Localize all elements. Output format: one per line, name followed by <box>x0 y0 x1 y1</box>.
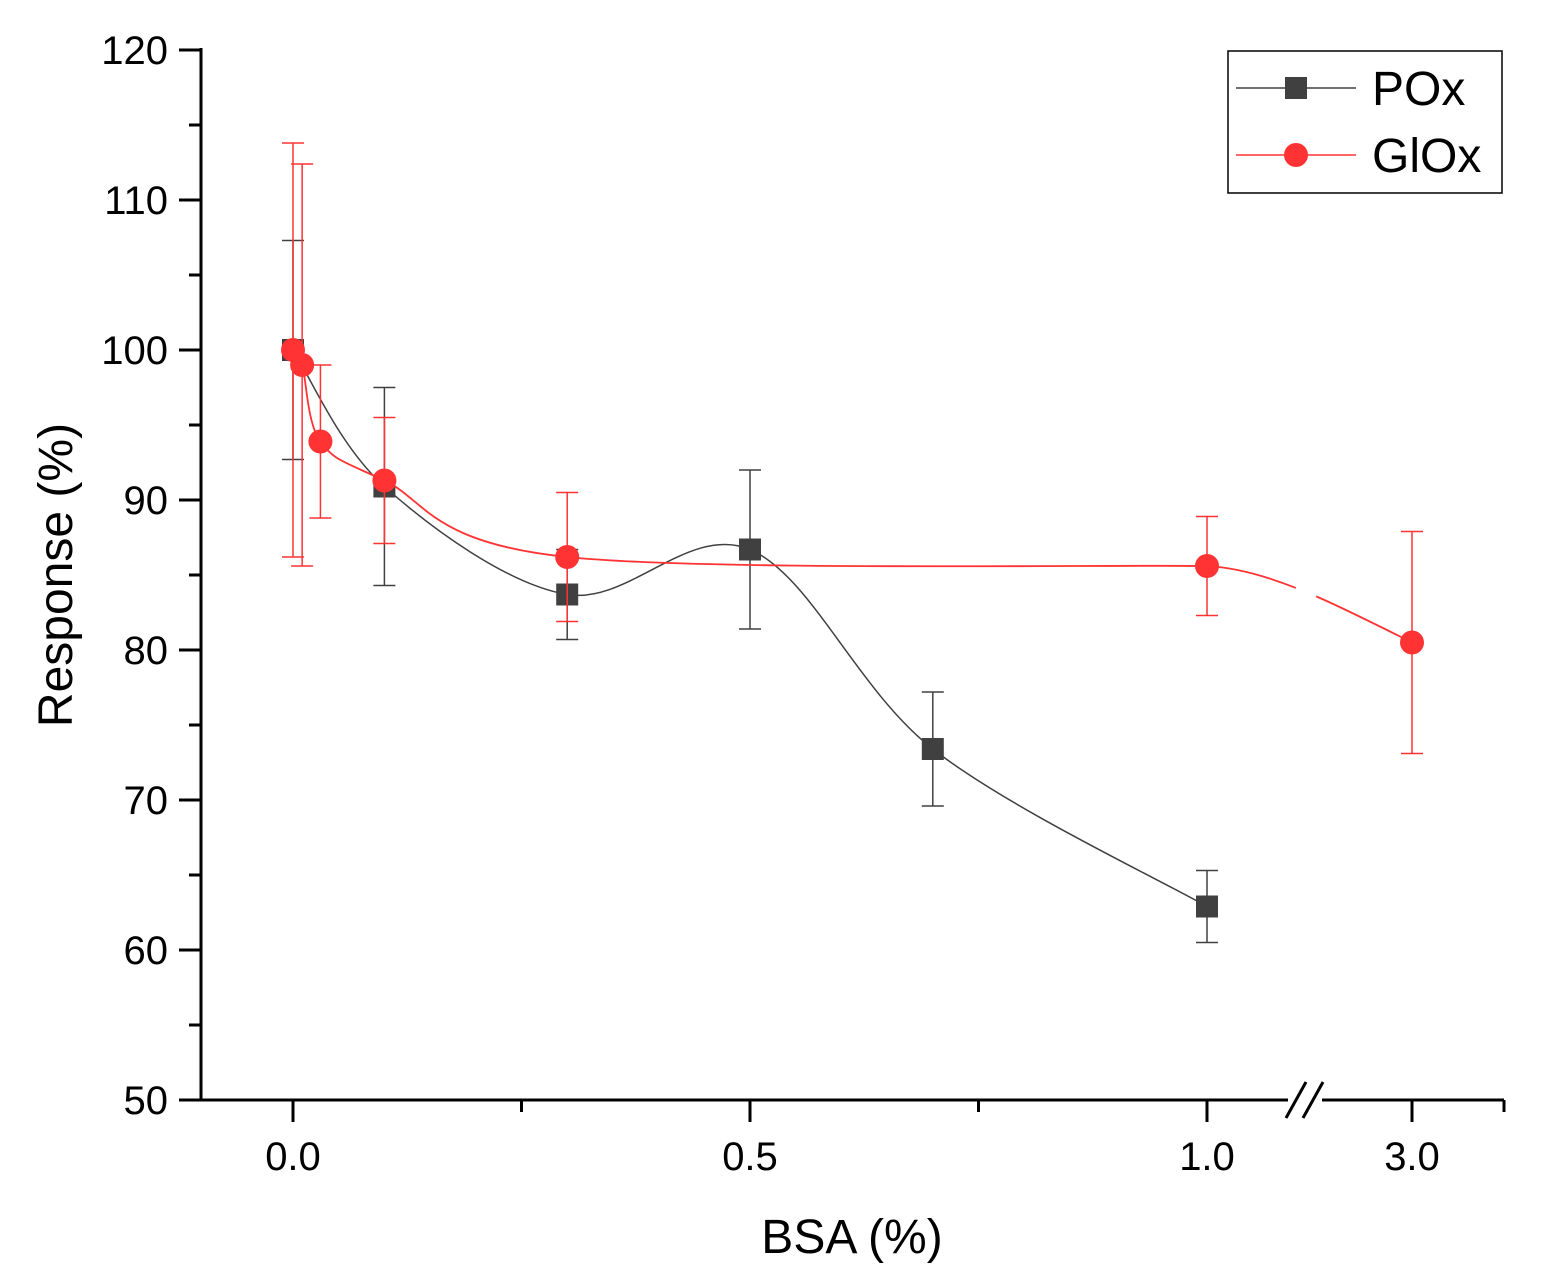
series-glox <box>281 142 1424 755</box>
y-tick-label: 70 <box>124 779 169 823</box>
series-line-segment <box>1206 565 1413 644</box>
y-tick-label: 120 <box>101 29 168 73</box>
data-point-circle <box>555 545 580 569</box>
data-point-circle <box>1400 630 1424 655</box>
series-pox <box>282 239 1218 944</box>
x-axis-break-mark <box>1284 1081 1325 1119</box>
x-axis-title: BSA (%) <box>761 1211 942 1264</box>
data-point-circle <box>290 353 315 377</box>
x-tick-label: 0.5 <box>722 1135 778 1179</box>
legend-marker-glox <box>1284 143 1308 167</box>
data-point-circle <box>308 429 333 454</box>
series-line-segment <box>292 349 1208 568</box>
legend-box <box>1227 50 1503 194</box>
y-tick-label: 90 <box>124 479 169 523</box>
y-tick-label: 50 <box>124 1079 169 1123</box>
legend-label-glox: GlOx <box>1372 130 1481 183</box>
x-tick-label: 1.0 <box>1179 1135 1235 1179</box>
data-point-circle <box>372 468 397 493</box>
y-ticks: 50 60 70 80 90 100 110 120 <box>101 29 201 1123</box>
y-axis-title: Response (%) <box>30 423 83 727</box>
axes <box>199 48 1504 1119</box>
x-tick-label: 3.0 <box>1384 1135 1440 1179</box>
data-point-square <box>1196 895 1218 918</box>
series-layer <box>281 142 1424 944</box>
data-point-square <box>921 738 944 760</box>
data-point-circle <box>1195 554 1219 578</box>
legend: POx GlOx <box>1227 50 1503 194</box>
legend-marker-pox <box>1285 77 1307 99</box>
break-slash-2 <box>1301 1081 1325 1119</box>
x-ticks: 0.0 0.5 1.0 3.0 <box>265 1100 1506 1179</box>
break-slash-1 <box>1284 1081 1308 1119</box>
y-tick-label: 60 <box>124 929 169 973</box>
y-tick-label: 80 <box>124 629 169 673</box>
legend-label-pox: POx <box>1372 63 1465 116</box>
y-tick-label: 100 <box>101 329 168 373</box>
data-point-square <box>739 538 761 561</box>
x-tick-label: 0.0 <box>265 1135 321 1179</box>
y-tick-label: 110 <box>104 179 168 223</box>
